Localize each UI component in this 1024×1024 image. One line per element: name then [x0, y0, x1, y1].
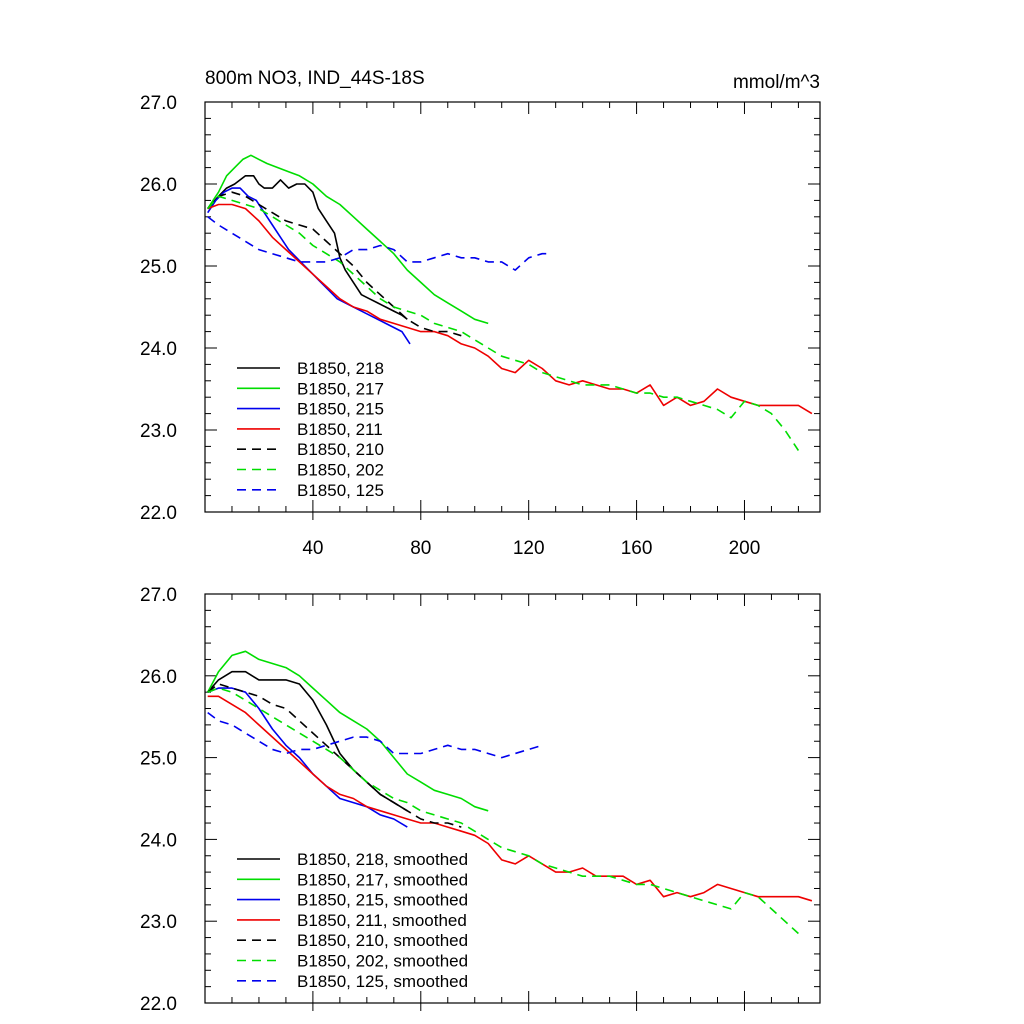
legend-label: B1850, 210, smoothed: [297, 931, 468, 950]
series-line: [207, 175, 408, 320]
legend-label: B1850, 125: [297, 481, 384, 500]
series-line: [207, 216, 551, 271]
legend-label: B1850, 218: [297, 359, 384, 378]
y-tick-label: 27.0: [140, 93, 177, 114]
legend-label: B1850, 215, smoothed: [297, 891, 468, 910]
y-tick-label: 26.0: [140, 667, 177, 688]
series-line: [207, 695, 813, 902]
series-line: [207, 711, 543, 759]
y-tick-label: 26.0: [140, 175, 177, 196]
y-tick-label: 22.0: [140, 503, 177, 524]
plot-frame: [204, 593, 821, 1004]
y-tick-label: 27.0: [140, 585, 177, 606]
legend-label: B1850, 217: [297, 379, 384, 398]
legend-label: B1850, 215: [297, 400, 384, 419]
legend-label: B1850, 125, smoothed: [297, 972, 468, 991]
series-line: [207, 154, 489, 325]
series-line: [207, 203, 813, 415]
legend-label: B1850, 202: [297, 461, 384, 480]
series-line: [207, 187, 411, 345]
legend-label: B1850, 210: [297, 440, 384, 459]
series-line: [206, 650, 489, 812]
chart-panel-1: 22.0 23.0 24.0 25.0 26.0 27.0 40 80 120 160 200 800…: [140, 68, 821, 559]
series-line: [207, 191, 462, 337]
y-tick-label: 25.0: [140, 749, 177, 770]
legend-label: B1850, 217, smoothed: [297, 870, 468, 889]
chart-title: 800m NO3, IND_44S-18S: [205, 68, 425, 89]
series-line: [207, 670, 408, 812]
x-tick-label: 40: [302, 538, 323, 559]
y-tick-label: 23.0: [140, 421, 177, 442]
series-line: [207, 195, 800, 451]
y-tick-label: 24.0: [140, 830, 177, 851]
x-tick-label: 120: [513, 538, 545, 559]
x-tick-label: 200: [729, 538, 761, 559]
x-tick-label: 80: [410, 538, 431, 559]
series-line: [207, 687, 408, 828]
y-tick-label: 23.0: [140, 912, 177, 933]
legend-label: B1850, 211: [297, 420, 383, 439]
units-label: mmol/m^3: [733, 72, 820, 93]
x-tick-label: 160: [621, 538, 653, 559]
y-tick-label: 25.0: [140, 257, 177, 278]
chart-panel-2: 22.0 23.0 24.0 25.0 26.0 27.0 B1850, 218, smoo…: [140, 585, 821, 1015]
series-line: [207, 687, 799, 935]
series-line: [207, 683, 462, 828]
y-tick-label: 22.0: [140, 994, 177, 1015]
plot-frame: [204, 101, 821, 513]
legend-label: B1850, 218, smoothed: [297, 850, 468, 869]
legend-label: B1850, 202, smoothed: [297, 952, 468, 971]
y-tick-label: 24.0: [140, 339, 177, 360]
legend-label: B1850, 211, smoothed: [297, 911, 467, 930]
